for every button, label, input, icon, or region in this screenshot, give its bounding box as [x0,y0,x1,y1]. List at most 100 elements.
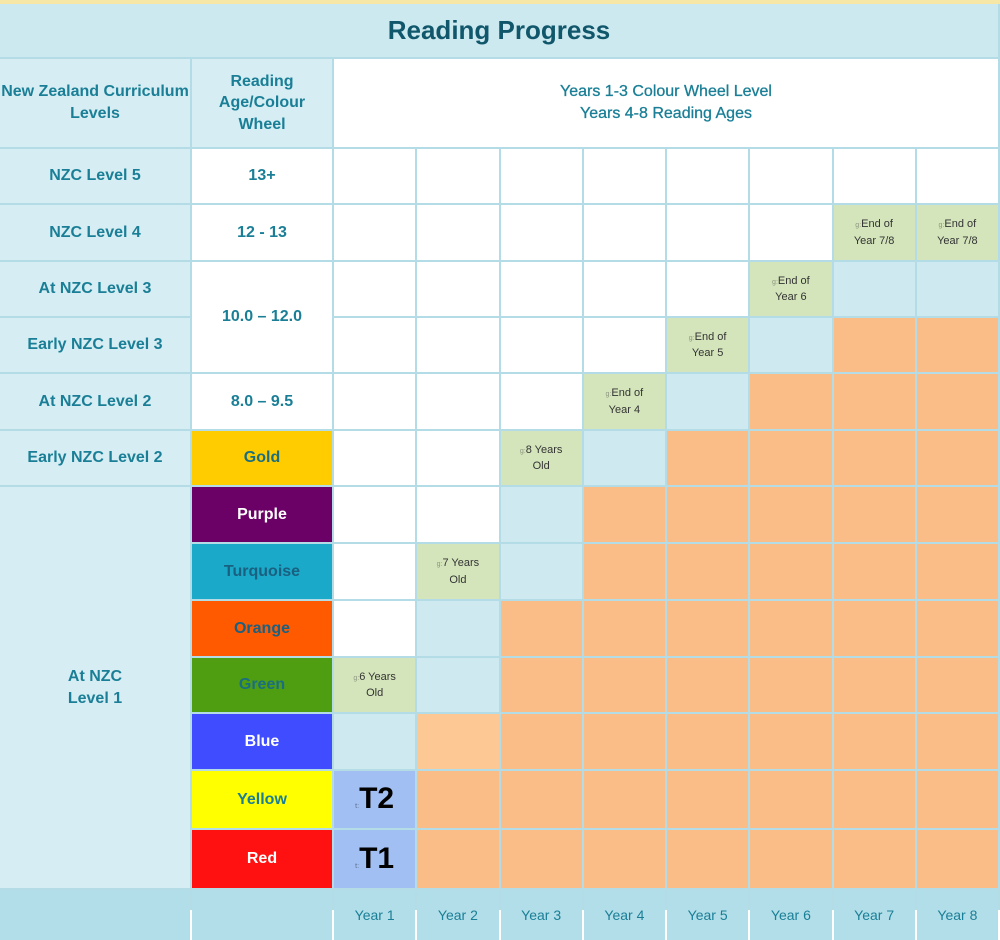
progress-cell [583,601,665,656]
progress-cell [916,487,998,542]
term-cell: t:T1 [334,830,416,888]
cell-label: g:End of Year 6 [772,274,810,304]
progress-cell [667,149,749,203]
footer-blank [192,890,332,940]
progress-cell [667,601,749,656]
progress-cell [750,714,832,769]
progress-cell [583,431,665,485]
progress-cell [583,771,665,828]
progress-cell [334,487,416,542]
progress-cell [500,318,582,372]
header-curriculum-levels: New Zealand Curriculum Levels [0,59,190,147]
progress-cell [916,544,998,599]
progress-cell [417,149,499,203]
progress-cell [500,544,582,599]
milestone-cell: g:End of Year 4 [583,374,665,429]
year-label: Year 3 [500,890,582,940]
progress-cell [916,771,998,828]
reading-age-cell: 8.0 – 9.5 [192,374,332,429]
progress-cell [417,205,499,260]
progress-cell [833,374,915,429]
milestone-cell: g:End of Year 7/8 [833,205,915,260]
progress-cell [417,771,499,828]
cell-state-prefix: t: [355,803,360,811]
progress-cell [667,714,749,769]
cell-state-prefix: g: [519,447,526,455]
progress-cell [583,487,665,542]
colour-wheel-green: Green [192,658,332,712]
progress-cell [334,318,416,372]
progress-cell [334,149,416,203]
progress-cell [417,262,499,316]
milestone-cell: g:8 Years Old [500,431,582,485]
cell-label: g:End of Year 7/8 [853,218,895,247]
milestone-cell: g:7 Years Old [417,544,499,599]
progress-cell [916,149,998,203]
progress-cell [417,601,499,656]
progress-cell [417,714,499,769]
milestone-cell: g:End of Year 5 [667,318,749,372]
progress-cell [500,205,582,260]
progress-cell [500,601,582,656]
progress-cell [667,658,749,712]
progress-cell [667,431,749,485]
cell-label: t:T2 [355,782,395,816]
progress-cell [667,771,749,828]
progress-cell [833,544,915,599]
progress-cell [417,487,499,542]
progress-cell [750,374,832,429]
progress-cell [500,658,582,712]
progress-cell [583,262,665,316]
progress-cell [750,149,832,203]
progress-cell [833,601,915,656]
cell-state-prefix: g: [855,222,862,229]
cell-label: g:6 Years Old [353,670,396,700]
progress-cell [334,205,416,260]
cell-state-prefix: g: [938,222,945,229]
year-label: Year 4 [583,890,665,940]
progress-cell [417,431,499,485]
progress-cell [916,830,998,888]
level-cell: At NZC Level 3 [0,262,190,316]
year-label: Year 7 [833,890,915,940]
progress-cell [833,714,915,769]
progress-cell [916,318,998,372]
progress-cell [833,431,915,485]
year-label: Year 5 [667,890,749,940]
top-border [0,0,1000,4]
progress-cell [667,205,749,260]
cell-label: g:End of Year 4 [605,387,644,416]
progress-cell [583,830,665,888]
colour-wheel-purple: Purple [192,487,332,542]
cell-state-prefix: g: [605,391,612,398]
progress-cell [667,487,749,542]
progress-cell [334,431,416,485]
cell-state-prefix: g: [436,561,443,568]
milestone-cell: g:End of Year 7/8 [916,205,998,260]
level-cell: At NZC Level 1 [0,487,190,888]
year-label: Year 8 [916,890,998,940]
cell-label: g:End of Year 5 [688,330,727,360]
progress-cell [750,487,832,542]
year-label: Year 2 [417,890,499,940]
progress-cell [334,262,416,316]
progress-cell [833,262,915,316]
colour-wheel-gold: Gold [192,431,332,485]
term-cell: t:T2 [334,771,416,828]
progress-cell [750,658,832,712]
progress-cell [500,374,582,429]
progress-cell [417,658,499,712]
colour-wheel-red: Red [192,830,332,888]
progress-cell [916,374,998,429]
progress-cell [500,262,582,316]
colour-wheel-yellow: Yellow [192,771,332,828]
progress-cell [750,431,832,485]
header-years: Years 1-3 Colour Wheel Level Years 4-8 R… [334,59,998,147]
progress-cell [500,714,582,769]
header-years-line2: Years 4-8 Reading Ages [580,105,752,122]
progress-cell [583,318,665,372]
progress-cell [833,830,915,888]
progress-cell [667,544,749,599]
progress-cell [916,431,998,485]
progress-cell [667,830,749,888]
